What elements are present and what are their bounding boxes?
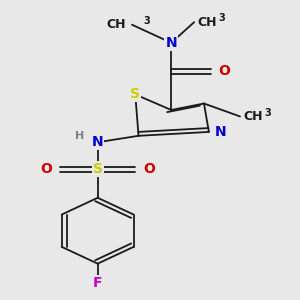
- Text: CH: CH: [106, 18, 125, 31]
- Text: O: O: [40, 162, 52, 176]
- Text: 3: 3: [265, 108, 271, 118]
- Text: O: O: [219, 64, 231, 78]
- Text: N: N: [215, 125, 226, 139]
- Text: F: F: [93, 276, 102, 290]
- Text: S: S: [130, 88, 140, 101]
- Text: 3: 3: [143, 16, 150, 26]
- Text: H: H: [75, 131, 84, 141]
- Text: CH: CH: [197, 16, 217, 28]
- Text: 3: 3: [219, 14, 226, 23]
- Text: S: S: [93, 162, 103, 176]
- Text: O: O: [143, 162, 155, 176]
- Text: N: N: [166, 36, 177, 50]
- Text: N: N: [92, 135, 103, 149]
- Text: CH: CH: [243, 110, 263, 123]
